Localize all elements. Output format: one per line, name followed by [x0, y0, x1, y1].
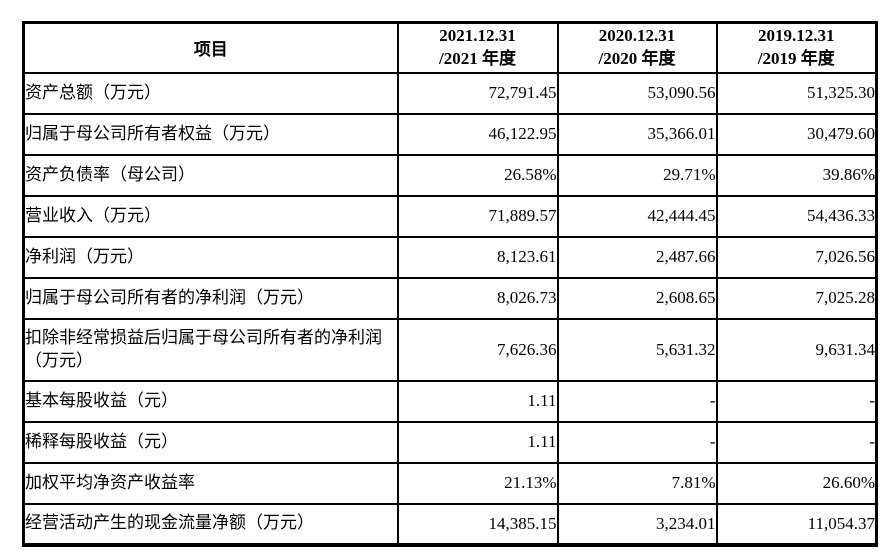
period-year-2021: /2021 年度 [439, 48, 516, 68]
value-2021: 71,889.57 [396, 194, 559, 238]
value-2020: 2,487.66 [556, 235, 718, 279]
table-row-revenue: 营业收入（万元） 71,889.57 42,444.45 54,436.33 [22, 194, 878, 238]
table-row-operating-cash-flow: 经营活动产生的现金流量净额（万元） 14,385.15 3,234.01 11,… [22, 502, 878, 546]
table-row-weighted-roe: 加权平均净资产收益率 21.13% 7.81% 26.60% [22, 461, 878, 505]
table-row-basic-eps: 基本每股收益（元） 1.11 - - [22, 379, 878, 423]
value-2019: - [715, 379, 878, 423]
value-2021: 26.58% [396, 153, 559, 197]
row-label: 资产总额（万元） [22, 71, 399, 115]
value-2020: - [556, 379, 718, 423]
value-2021: 21.13% [396, 461, 559, 505]
row-label: 扣除非经常损益后归属于母公司所有者的净利润（万元） [22, 317, 399, 382]
value-2020: 7.81% [556, 461, 718, 505]
table-row-deducted-net-profit: 扣除非经常损益后归属于母公司所有者的净利润（万元） 7,626.36 5,631… [22, 317, 878, 382]
value-2020: 35,366.01 [556, 112, 718, 156]
period-date-2021: 2021.12.31 [439, 26, 516, 46]
row-label: 稀释每股收益（元） [22, 420, 399, 464]
value-2020: 3,234.01 [556, 502, 718, 546]
table-row-total-assets: 资产总额（万元） 72,791.45 53,090.56 51,325.30 [22, 71, 878, 115]
row-label: 资产负债率（母公司） [22, 153, 399, 197]
value-2019: 26.60% [715, 461, 878, 505]
period-date-2020: 2020.12.31 [598, 26, 676, 46]
value-2021: 7,626.36 [396, 317, 559, 382]
value-2019: 9,631.34 [715, 317, 878, 382]
row-label: 基本每股收益（元） [22, 379, 399, 423]
table-header-row: 项目 2021.12.31 /2021 年度 2020.12.31 /2020 … [22, 21, 878, 74]
period-year-2020: /2020 年度 [598, 48, 676, 68]
table-row-parent-equity: 归属于母公司所有者权益（万元） 46,122.95 35,366.01 30,4… [22, 112, 878, 156]
value-2021: 8,123.61 [396, 235, 559, 279]
value-2020: 29.71% [556, 153, 718, 197]
value-2020: 42,444.45 [556, 194, 718, 238]
header-period-2020: 2020.12.31 /2020 年度 [556, 21, 718, 74]
header-period-2019: 2019.12.31 /2019 年度 [715, 21, 878, 74]
row-label: 净利润（万元） [22, 235, 399, 279]
value-2019: 7,025.28 [715, 276, 878, 320]
header-period-2021: 2021.12.31 /2021 年度 [396, 21, 559, 74]
value-2021: 72,791.45 [396, 71, 559, 115]
row-label: 经营活动产生的现金流量净额（万元） [22, 502, 399, 546]
row-label: 归属于母公司所有者权益（万元） [22, 112, 399, 156]
value-2021: 46,122.95 [396, 112, 559, 156]
value-2020: - [556, 420, 718, 464]
value-2021: 1.11 [396, 420, 559, 464]
value-2019: 54,436.33 [715, 194, 878, 238]
table-row-debt-ratio: 资产负债率（母公司） 26.58% 29.71% 39.86% [22, 153, 878, 197]
value-2020: 5,631.32 [556, 317, 718, 382]
value-2020: 2,608.65 [556, 276, 718, 320]
value-2019: 39.86% [715, 153, 878, 197]
table-row-parent-net-profit: 归属于母公司所有者的净利润（万元） 8,026.73 2,608.65 7,02… [22, 276, 878, 320]
value-2021: 8,026.73 [396, 276, 559, 320]
value-2019: 51,325.30 [715, 71, 878, 115]
period-date-2019: 2019.12.31 [758, 26, 835, 46]
period-year-2019: /2019 年度 [757, 48, 835, 68]
row-label: 归属于母公司所有者的净利润（万元） [22, 276, 399, 320]
row-label: 加权平均净资产收益率 [22, 461, 399, 505]
value-2020: 53,090.56 [556, 71, 718, 115]
header-item-label: 项目 [22, 21, 399, 74]
value-2021: 14,385.15 [396, 502, 559, 546]
financial-summary-table: 项目 2021.12.31 /2021 年度 2020.12.31 /2020 … [22, 21, 878, 547]
value-2019: - [715, 420, 878, 464]
table-row-diluted-eps: 稀释每股收益（元） 1.11 - - [22, 420, 878, 464]
row-label: 营业收入（万元） [22, 194, 399, 238]
value-2021: 1.11 [396, 379, 559, 423]
value-2019: 11,054.37 [715, 502, 878, 546]
value-2019: 30,479.60 [715, 112, 878, 156]
value-2019: 7,026.56 [715, 235, 878, 279]
table-row-net-profit: 净利润（万元） 8,123.61 2,487.66 7,026.56 [22, 235, 878, 279]
